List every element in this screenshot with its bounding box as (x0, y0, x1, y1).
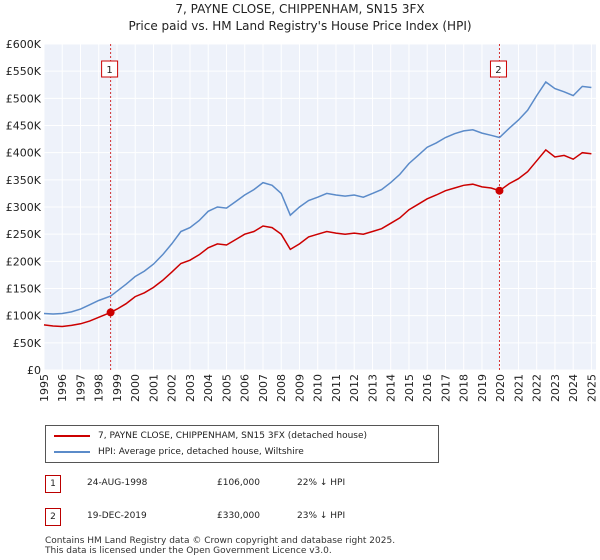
y-tick-label: £150K (6, 283, 42, 296)
sale-row-1: 1 24-AUG-1998 £106,000 22% ↓ HPI (45, 475, 565, 493)
y-tick-label: £600K (6, 38, 42, 51)
footer-copyright: Contains HM Land Registry data © Crown c… (45, 536, 396, 546)
x-tick-label: 2023 (549, 374, 562, 402)
x-tick-label: 2019 (476, 374, 489, 402)
x-tick-label: 2006 (239, 374, 252, 402)
sale-row-2: 2 19-DEC-2019 £330,000 23% ↓ HPI (45, 508, 565, 526)
x-tick-label: 2012 (348, 374, 361, 402)
y-tick-label: £250K (6, 228, 42, 241)
x-tick-label: 2009 (293, 374, 306, 402)
sale-label-number: 1 (106, 65, 112, 76)
x-tick-label: 2002 (166, 374, 179, 402)
x-tick-label: 2001 (147, 374, 160, 402)
legend-label-hpi: HPI: Average price, detached house, Wilt… (98, 447, 304, 457)
y-tick-label: £100K (6, 310, 42, 323)
x-tick-label: 2011 (330, 374, 343, 402)
x-tick-label: 2014 (385, 374, 398, 402)
x-tick-label: 2024 (567, 374, 580, 402)
x-tick-label: 2017 (439, 374, 452, 402)
footer-license: This data is licensed under the Open Gov… (45, 546, 332, 556)
sale-label-number: 2 (495, 65, 501, 76)
legend-swatch-property (54, 435, 90, 437)
x-tick-label: 1997 (74, 374, 87, 402)
x-tick-label: 2013 (366, 374, 379, 402)
sale-badge-1: 1 (45, 475, 61, 493)
y-tick-label: £500K (6, 92, 42, 105)
x-tick-label: 2018 (458, 374, 471, 402)
y-tick-label: £450K (6, 120, 42, 133)
x-tick-label: 2005 (220, 374, 233, 402)
y-tick-label: £50K (13, 337, 42, 350)
legend-label-property: 7, PAYNE CLOSE, CHIPPENHAM, SN15 3FX (de… (98, 431, 368, 441)
x-tick-label: 1996 (56, 374, 69, 402)
y-tick-label: £0 (27, 364, 41, 377)
legend-item-hpi: HPI: Average price, detached house, Wilt… (54, 444, 304, 460)
x-tick-label: 2025 (585, 374, 598, 402)
sale-hpi-1: 22% ↓ HPI (297, 478, 346, 488)
y-tick-label: £400K (6, 147, 42, 160)
x-tick-label: 2000 (129, 374, 142, 402)
y-tick-label: £550K (6, 65, 42, 78)
sale-date-2: 19-DEC-2019 (87, 511, 147, 521)
sale-point (495, 186, 504, 195)
x-tick-label: 2008 (275, 374, 288, 402)
sale-hpi-2: 23% ↓ HPI (297, 511, 346, 521)
sale-date-1: 24-AUG-1998 (87, 478, 148, 488)
y-tick-label: £300K (6, 201, 42, 214)
legend: 7, PAYNE CLOSE, CHIPPENHAM, SN15 3FX (de… (45, 425, 439, 463)
x-tick-label: 2016 (421, 374, 434, 402)
x-tick-label: 2007 (257, 374, 270, 402)
x-tick-label: 2004 (202, 374, 215, 402)
y-tick-label: £350K (6, 174, 42, 187)
chart-title: 7, PAYNE CLOSE, CHIPPENHAM, SN15 3FX (175, 2, 425, 16)
x-tick-label: 1998 (93, 374, 106, 402)
chart-subtitle: Price paid vs. HM Land Registry's House … (128, 19, 472, 33)
price-chart: £0 £50K £100K £150K £200K £250K £300K £350K £400… (6, 38, 599, 402)
x-tick-label: 2003 (184, 374, 197, 402)
legend-item-property: 7, PAYNE CLOSE, CHIPPENHAM, SN15 3FX (de… (54, 428, 367, 444)
y-tick-label: £200K (6, 255, 42, 268)
sale-label-box (101, 60, 119, 78)
sale-price-2: £330,000 (217, 511, 260, 521)
x-tick-label: 2015 (403, 374, 416, 402)
hpi-line (43, 80, 592, 315)
x-tick-label: 2010 (312, 374, 325, 402)
x-tick-label: 1995 (38, 374, 51, 402)
sale-badge-2: 2 (45, 508, 61, 526)
x-tick-label: 2021 (512, 374, 525, 402)
x-tick-label: 2020 (494, 374, 507, 402)
x-tick-label: 1999 (111, 374, 124, 402)
sale-point (106, 308, 115, 317)
legend-swatch-hpi (54, 451, 90, 453)
x-tick-label: 2022 (531, 374, 544, 402)
sale-label-box (489, 60, 507, 78)
sale-price-1: £106,000 (217, 478, 260, 488)
